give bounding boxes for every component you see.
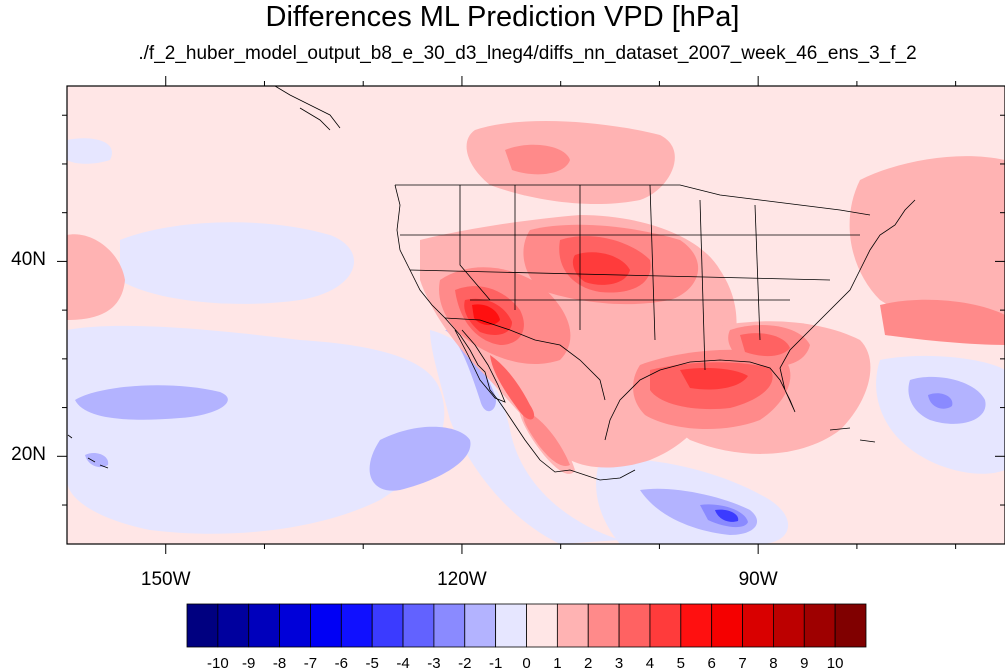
colorbar-swatch — [464, 603, 497, 648]
us-mexico-border — [444, 317, 606, 401]
positive-area-kansas-core — [572, 252, 630, 285]
colorbar-tick-label: 1 — [553, 655, 562, 672]
positive-area-baja — [490, 355, 535, 420]
geographic-outlines — [67, 86, 916, 481]
figure-subtitle: ./f_2_huber_model_output_b8_e_30_d3_lneg… — [138, 43, 917, 64]
state-line-4 — [649, 184, 656, 341]
us-mexico-coastline — [394, 184, 636, 481]
negative-area-guatemala-core — [715, 509, 739, 522]
positive-area-mexico-coast — [523, 410, 570, 466]
hawaii-islands — [67, 434, 109, 469]
colorbar-swatch — [340, 603, 373, 648]
negative-areas-core — [715, 509, 739, 522]
positive-area-north-atlantic — [849, 156, 1005, 340]
colorbar-tick-label: -5 — [365, 655, 379, 672]
positive-area-gulf-core — [680, 368, 748, 390]
figure-title: Differences ML Prediction VPD [hPa] — [265, 1, 740, 33]
lat-tick-label: 40N — [11, 249, 46, 271]
negative-area-california-coast — [445, 330, 497, 412]
lon-tick-label: 120W — [437, 569, 487, 590]
gulf-coastline — [604, 199, 916, 441]
state-line-1 — [459, 185, 491, 301]
colorbar-tick-label: 10 — [826, 655, 844, 672]
lon-tick-label: 90W — [738, 569, 778, 590]
state-line-8 — [409, 269, 831, 281]
negative-area-hawaii-islands — [85, 453, 109, 468]
colorbar-tick-label: -6 — [334, 655, 348, 672]
colorbar-swatch — [680, 603, 713, 648]
positive-area-southeast-core — [740, 333, 790, 357]
colorbar-swatch — [279, 603, 311, 648]
colorbar-tick-label: 3 — [614, 655, 624, 672]
colorbar-tick-label: -7 — [303, 655, 318, 672]
colorbar-tick-label: -4 — [396, 655, 410, 672]
colorbar-swatch — [217, 603, 250, 648]
colorbar-swatch — [310, 603, 342, 648]
colorbar-swatch — [773, 603, 805, 648]
contour-fields — [67, 120, 1005, 544]
canada-border — [395, 184, 871, 216]
colorbar-swatch — [526, 603, 558, 648]
colorbar-swatch — [618, 603, 651, 648]
colorbar-tick-label: -1 — [488, 655, 503, 672]
colorbar-tick-label: 0 — [522, 655, 531, 672]
lon-tick-label: 150W — [140, 569, 191, 590]
positive-area-canada-core — [505, 144, 570, 175]
state-line-6 — [754, 204, 761, 341]
positive-area-atlantic — [880, 299, 1005, 345]
colorbar — [186, 603, 867, 648]
colorbar-tick-label: -10 — [207, 655, 229, 672]
colorbar-swatch — [649, 603, 682, 648]
state-line-5 — [699, 199, 706, 371]
colorbar-tick-label: 9 — [800, 655, 809, 672]
colorbar-tick-label: 7 — [738, 655, 747, 672]
colorbar-swatch — [803, 603, 836, 648]
colorbar-tick-label: 8 — [769, 655, 778, 672]
colorbar-tick-label: -2 — [458, 655, 472, 672]
colorbar-tick-label: 2 — [584, 655, 593, 672]
alaska-coast — [274, 86, 341, 131]
colorbar-swatch — [248, 603, 280, 648]
colorbar-tick-label: 4 — [645, 655, 655, 672]
colorbar-swatch — [402, 603, 435, 648]
colorbar-swatch — [433, 603, 466, 648]
map-frame — [66, 85, 1005, 545]
negative-area-atlantic-core — [928, 393, 953, 409]
negative-area-central-pacific — [120, 222, 354, 304]
negative-area-hawaii — [369, 426, 471, 491]
colorbar-swatch — [371, 603, 404, 648]
colorbar-swatch — [587, 603, 620, 648]
negative-area-sw-pacific — [67, 325, 445, 534]
positive-area-pacific-west — [67, 234, 125, 320]
colorbar-tick-label: -9 — [242, 655, 256, 672]
colorbar-tick-label: 5 — [676, 655, 685, 672]
colorbar-tick-label: 6 — [707, 655, 716, 672]
baja-coastline — [454, 329, 506, 403]
colorbar-tick-label: -8 — [272, 655, 287, 672]
lat-tick-label: 20N — [11, 444, 46, 466]
colorbar-swatch — [711, 603, 743, 648]
colorbar-swatch — [742, 603, 774, 648]
colorbar-swatch — [186, 603, 219, 648]
colorbar-swatch — [495, 603, 527, 648]
negative-area-mid-pacific — [75, 385, 228, 420]
colorbar-swatch — [556, 603, 589, 648]
negative-area-north-pacific — [67, 138, 112, 164]
positive-area-canada — [466, 120, 675, 205]
caribbean-islands — [829, 427, 876, 443]
axis-ticks — [57, 76, 1005, 554]
colorbar-tick-label: -3 — [427, 655, 441, 672]
colorbar-swatch — [834, 603, 867, 648]
